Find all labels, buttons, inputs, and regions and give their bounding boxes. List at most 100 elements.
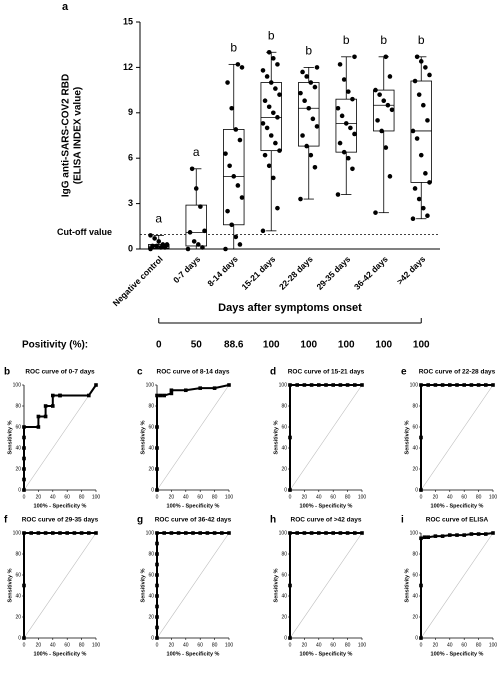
roc-point [288, 583, 292, 588]
data-point [389, 107, 395, 113]
data-point [308, 152, 314, 158]
y-tick-label: 20 [412, 466, 418, 472]
panel-title: ROC curve of 22-28 days [419, 369, 496, 376]
x-tick-label: 80 [79, 642, 85, 648]
x-tick-label: 60 [461, 494, 467, 500]
diagonal [23, 384, 97, 491]
data-point [187, 230, 193, 235]
data-point [350, 96, 355, 102]
diagonal [23, 532, 97, 639]
data-point [314, 124, 320, 129]
x-tick-label: 20 [302, 494, 308, 500]
roc-point [419, 488, 423, 492]
x-tick-label: 100 [225, 642, 234, 648]
data-point [229, 222, 234, 228]
data-point [266, 104, 272, 110]
roc-point [288, 636, 292, 640]
data-point [193, 186, 199, 191]
roc-point [433, 383, 438, 387]
roc-point [426, 383, 430, 387]
y-tick-label: 60 [148, 572, 154, 578]
roc-point [155, 573, 159, 577]
roc-point [155, 531, 159, 535]
data-point [229, 105, 234, 111]
x-tick-label: 80 [476, 642, 482, 648]
y-tick-label: 100 [279, 382, 288, 388]
data-point [264, 125, 270, 131]
roc-point [227, 383, 231, 387]
roc-point [155, 425, 159, 429]
x-axis-title: 100% - Specificity % [167, 503, 220, 509]
roc-point [51, 531, 55, 535]
roc-point [338, 383, 343, 387]
x-tick-label: 40 [183, 642, 189, 648]
x-tick-label: 0 [156, 642, 159, 648]
significance-letter: a [193, 145, 200, 159]
data-point [239, 195, 245, 200]
y-tick-label: 40 [281, 593, 287, 599]
roc-point [155, 541, 159, 546]
significance-letter: b [418, 33, 425, 47]
roc-point [58, 393, 62, 398]
roc-point [440, 383, 445, 387]
panel-title: ROC curve of 29-35 days [22, 517, 99, 524]
x-tick-label: 80 [212, 642, 218, 648]
roc-point [440, 534, 445, 538]
diagonal [289, 532, 363, 639]
data-point [343, 121, 349, 126]
data-point [383, 54, 389, 60]
roc-point [353, 531, 357, 535]
roc-point [58, 531, 62, 535]
data-point [148, 233, 153, 238]
data-point [271, 175, 276, 181]
data-point [268, 133, 274, 138]
data-point [260, 121, 266, 126]
y-tick-label: 40 [412, 593, 418, 599]
y-tick-label: 40 [148, 593, 154, 599]
roc-point [448, 533, 452, 537]
panel-title: ROC curve of 0-7 days [25, 369, 95, 376]
roc-point [491, 531, 495, 535]
y-tick-label: 0 [284, 487, 287, 493]
data-point [275, 62, 280, 67]
roc-point [317, 531, 321, 535]
data-point [373, 210, 378, 215]
x-tick-label: 20 [302, 642, 308, 648]
data-point [421, 102, 426, 108]
data-point [341, 149, 347, 155]
data-point [300, 69, 305, 75]
roc-point [426, 535, 430, 539]
roc-point [169, 531, 174, 535]
y-tick-label: 20 [15, 614, 21, 620]
x-tick-label: 100 [489, 642, 498, 648]
data-point [341, 77, 347, 82]
roc-point [162, 531, 166, 535]
x-tick-label: 0 [420, 642, 423, 648]
roc-point [331, 531, 335, 535]
y-tick-label: 100 [410, 530, 419, 536]
diagonal [156, 384, 230, 491]
x-tick-label: 20 [433, 494, 439, 500]
y-tick-label: 0 [18, 487, 21, 493]
roc-point [22, 435, 26, 440]
roc-point [302, 383, 307, 387]
data-point [375, 118, 380, 123]
data-point [412, 186, 418, 191]
panel-letter: e [401, 367, 407, 378]
data-point [273, 140, 278, 146]
data-point [298, 90, 303, 96]
data-point [300, 133, 305, 138]
y-tick-label: 12 [123, 62, 133, 72]
data-point [233, 234, 239, 240]
y-tick-label: 80 [281, 403, 287, 409]
roc-point [295, 383, 299, 387]
y-tick-label: 20 [15, 466, 21, 472]
roc-point [22, 477, 26, 482]
diagonal [420, 532, 494, 639]
y-tick-label: 100 [13, 382, 22, 388]
x-tick-label: 60 [64, 642, 70, 648]
roc-point [22, 425, 26, 429]
positivity-value: 0 [156, 340, 162, 351]
roc-point [155, 615, 159, 619]
